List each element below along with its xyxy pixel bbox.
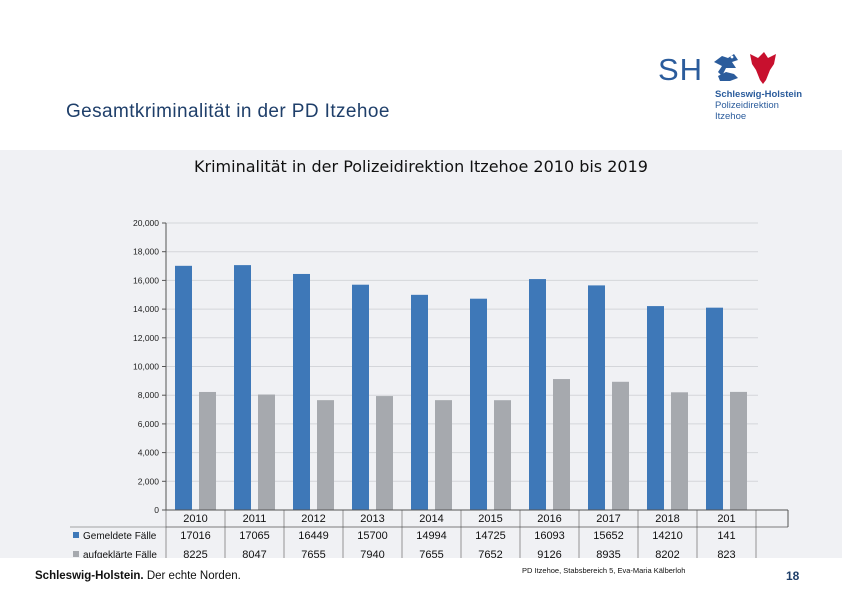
bar-gemeldet [647, 306, 664, 510]
legend-swatch [73, 551, 79, 557]
bar-gemeldet [706, 307, 723, 510]
logo-caption: Schleswig-Holstein Polizeidirektion Itze… [715, 89, 802, 122]
x-tick-label: 2011 [243, 513, 267, 525]
bar-gemeldet [175, 265, 192, 510]
sh-logo: SH Schleswig-Holstein Polizeidirektion I… [658, 48, 808, 126]
x-tick-label: 201 [717, 513, 735, 525]
x-tick-label: 2013 [360, 513, 384, 525]
y-tick-label: 14,000 [133, 304, 159, 314]
footer-credit: PD Itzehoe, Stabsbereich 5, Eva-Maria Kä… [522, 566, 686, 575]
x-tick-label: 2014 [419, 513, 443, 525]
y-tick-label: 8,000 [138, 390, 160, 400]
chart-title: Kriminalität in der Polizeidirektion Itz… [194, 157, 648, 176]
x-tick-label: 2015 [478, 513, 502, 525]
bar-aufgeklaert [435, 400, 452, 510]
bar-gemeldet [470, 298, 487, 510]
x-tick-label: 2016 [537, 513, 561, 525]
logo-line-3: Itzehoe [715, 111, 747, 122]
y-tick-label: 2,000 [138, 476, 160, 486]
legend-swatch [73, 532, 79, 538]
y-tick-label: 12,000 [133, 333, 159, 343]
table-value: 141 [717, 530, 735, 542]
logo-letters: SH [658, 52, 704, 87]
bar-aufgeklaert [258, 394, 275, 510]
logo-line-2: Polizeidirektion [715, 100, 779, 111]
x-tick-label: 2018 [655, 513, 679, 525]
footer-tagline-rest: Der echte Norden. [143, 570, 241, 582]
x-tick-label: 2012 [301, 513, 325, 525]
x-tick-label: 2017 [596, 513, 620, 525]
legend-label: Gemeldete Fälle [83, 531, 157, 542]
table-value: 14994 [416, 530, 447, 542]
bar-gemeldet [411, 294, 428, 510]
bar-aufgeklaert [671, 392, 688, 510]
bar-gemeldet [293, 273, 310, 510]
footer-tagline: Schleswig-Holstein. Der echte Norden. [35, 570, 241, 582]
table-value: 16449 [298, 530, 329, 542]
y-tick-label: 0 [154, 505, 159, 515]
table-value: 14210 [652, 530, 683, 542]
table-value: 17065 [239, 530, 270, 542]
bar-aufgeklaert [494, 400, 511, 510]
bar-gemeldet [234, 265, 251, 510]
y-tick-label: 18,000 [133, 247, 159, 257]
bar-gemeldet [529, 279, 546, 510]
footer-tagline-bold: Schleswig-Holstein. [35, 570, 144, 582]
bar-gemeldet [588, 285, 605, 510]
y-tick-label: 10,000 [133, 362, 159, 372]
table-value: 14725 [475, 530, 506, 542]
bar-aufgeklaert [612, 381, 629, 510]
table-value: 17016 [180, 530, 211, 542]
bar-aufgeklaert [730, 391, 747, 510]
bar-aufgeklaert [317, 400, 334, 510]
y-tick-label: 4,000 [138, 448, 160, 458]
legend-label: aufgeklärte Fälle [83, 550, 157, 561]
bar-aufgeklaert [199, 391, 216, 510]
slide-title: Gesamtkriminalität in der PD Itzehoe [66, 101, 390, 122]
y-tick-label: 16,000 [133, 275, 159, 285]
logo-line-1: Schleswig-Holstein [715, 89, 803, 100]
y-tick-label: 6,000 [138, 419, 160, 429]
bar-aufgeklaert [553, 379, 570, 510]
x-tick-label: 2010 [183, 513, 207, 525]
footer-mask [0, 558, 842, 595]
table-value: 15652 [593, 530, 624, 542]
table-value: 15700 [357, 530, 388, 542]
bar-gemeldet [352, 284, 369, 510]
table-value: 16093 [534, 530, 565, 542]
page-number: 18 [786, 569, 800, 583]
y-tick-label: 20,000 [133, 218, 159, 228]
coat-of-arms-icon [714, 52, 776, 84]
bar-aufgeklaert [376, 396, 393, 510]
